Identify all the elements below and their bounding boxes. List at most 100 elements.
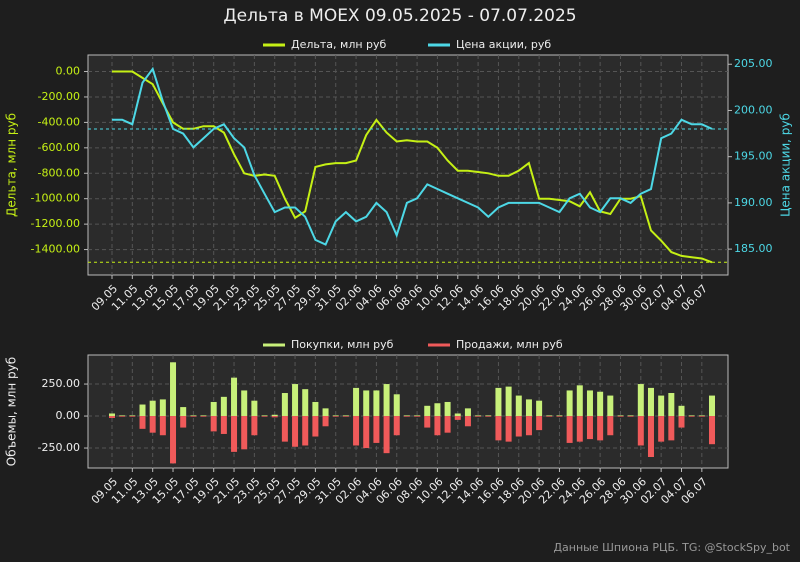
bar bbox=[586, 390, 593, 417]
bar bbox=[231, 416, 238, 452]
bar bbox=[129, 415, 136, 417]
bar bbox=[556, 416, 563, 417]
bar bbox=[403, 416, 410, 417]
y-tick-label: -1200.00 bbox=[31, 217, 80, 230]
bar bbox=[627, 415, 634, 417]
bar bbox=[495, 387, 502, 417]
bar bbox=[475, 416, 482, 417]
bar bbox=[576, 416, 583, 442]
bar bbox=[139, 416, 146, 429]
bar bbox=[495, 416, 502, 441]
bar bbox=[261, 415, 268, 417]
bar bbox=[159, 399, 166, 417]
bar bbox=[231, 377, 238, 417]
bar bbox=[485, 416, 492, 417]
bar bbox=[149, 400, 156, 417]
bar bbox=[271, 414, 278, 417]
bar bbox=[688, 415, 695, 417]
legend-label: Продажи, млн руб bbox=[456, 338, 563, 351]
bar bbox=[393, 416, 400, 436]
bar bbox=[302, 416, 309, 446]
bar bbox=[383, 416, 390, 454]
y2-tick-label: 195.00 bbox=[734, 150, 773, 163]
bar bbox=[342, 415, 349, 417]
bar bbox=[109, 416, 115, 418]
bar bbox=[261, 416, 268, 417]
bar bbox=[536, 416, 543, 431]
y-tick-label: -200.00 bbox=[38, 90, 80, 103]
bar bbox=[607, 395, 614, 417]
y-tick-label: -600.00 bbox=[38, 141, 80, 154]
bar bbox=[312, 416, 319, 437]
bar bbox=[475, 415, 482, 417]
bar bbox=[363, 390, 370, 417]
y-axis-label: Дельта, млн руб bbox=[5, 113, 19, 217]
legend-label: Цена акции, руб bbox=[456, 38, 551, 51]
bar bbox=[576, 385, 583, 417]
bar bbox=[373, 416, 380, 443]
bar bbox=[129, 416, 136, 417]
bar bbox=[525, 416, 532, 436]
chart-title: Дельта в MOEX 09.05.2025 - 07.07.2025 bbox=[223, 6, 576, 26]
legend-swatch bbox=[263, 343, 285, 347]
bar bbox=[292, 416, 299, 447]
bar bbox=[271, 416, 278, 418]
bar bbox=[220, 416, 227, 434]
y-tick-label: -1000.00 bbox=[31, 192, 80, 205]
bar bbox=[170, 416, 177, 464]
bar bbox=[251, 400, 258, 417]
bar bbox=[251, 416, 258, 436]
bar bbox=[658, 395, 665, 417]
bar bbox=[241, 416, 248, 450]
bar bbox=[597, 416, 604, 441]
bar bbox=[698, 415, 705, 417]
bar bbox=[119, 416, 126, 417]
bar bbox=[505, 416, 512, 442]
bar bbox=[454, 413, 461, 417]
plot-area bbox=[87, 354, 729, 469]
bar bbox=[464, 408, 471, 417]
bar bbox=[546, 415, 553, 417]
bar bbox=[647, 387, 654, 417]
y2-tick-label: 185.00 bbox=[734, 242, 773, 255]
bar bbox=[190, 416, 197, 417]
bar bbox=[586, 416, 593, 440]
bar bbox=[434, 416, 441, 436]
bar bbox=[688, 416, 695, 417]
bar bbox=[332, 416, 339, 417]
series-line bbox=[112, 70, 713, 264]
legend-label: Покупки, млн руб bbox=[291, 338, 394, 351]
bar bbox=[444, 416, 451, 433]
bar bbox=[353, 416, 360, 446]
y2-tick-label: 205.00 bbox=[734, 57, 773, 70]
bar bbox=[353, 387, 360, 417]
bar bbox=[139, 404, 146, 417]
y-tick-label: -1400.00 bbox=[31, 243, 80, 256]
y-axis-label: Объемы, млн руб bbox=[5, 357, 19, 466]
bar bbox=[414, 416, 421, 417]
bar bbox=[454, 416, 461, 420]
bar bbox=[342, 416, 349, 417]
bar bbox=[607, 416, 614, 436]
y2-axis-label: Цена акции, руб bbox=[779, 113, 793, 217]
bar bbox=[363, 416, 370, 449]
bar bbox=[525, 399, 532, 417]
bar bbox=[302, 389, 309, 417]
bar bbox=[536, 400, 543, 417]
bar bbox=[149, 416, 156, 433]
bar bbox=[647, 416, 654, 457]
bar bbox=[668, 393, 675, 417]
bar bbox=[393, 394, 400, 417]
y2-tick-label: 190.00 bbox=[734, 196, 773, 209]
bar bbox=[556, 415, 563, 417]
bar bbox=[678, 405, 685, 417]
bar bbox=[210, 401, 217, 417]
bar bbox=[424, 416, 431, 428]
bar bbox=[464, 416, 471, 427]
bar bbox=[281, 416, 288, 442]
y-tick-label: 0.00 bbox=[56, 409, 81, 422]
bar bbox=[566, 416, 573, 443]
bar bbox=[159, 416, 166, 436]
bar bbox=[658, 416, 665, 442]
series-line bbox=[112, 66, 713, 246]
